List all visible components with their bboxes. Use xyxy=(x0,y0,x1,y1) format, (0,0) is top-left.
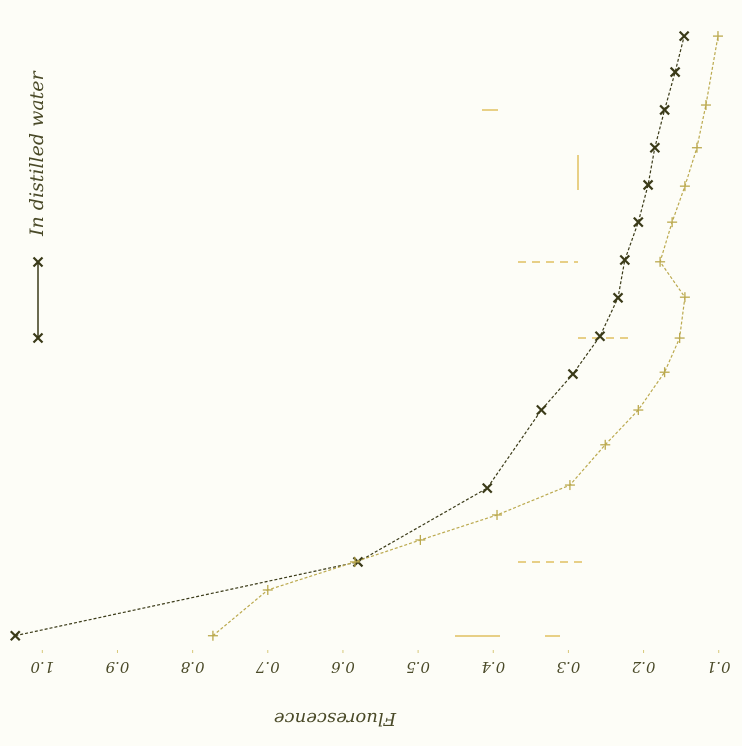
marker xyxy=(208,631,218,641)
chart: Fluorescence 1.0 0.9 0.8 0.7 0.6 0.5 0.4 0.3 0.2… xyxy=(0,0,742,746)
x-tick-label: 0.8 xyxy=(181,658,205,676)
marker xyxy=(568,370,577,379)
marker xyxy=(680,292,690,302)
marker xyxy=(713,31,723,41)
marker xyxy=(483,484,492,493)
legend-label: In distilled water xyxy=(26,69,48,237)
x-tick-label: 0.2 xyxy=(632,658,656,676)
marker xyxy=(680,181,690,191)
x-tick-label: 0.3 xyxy=(556,658,580,676)
marker xyxy=(680,32,689,41)
marker xyxy=(675,333,685,343)
x-tick-label: 0.5 xyxy=(406,658,430,676)
marker xyxy=(634,218,643,227)
decor xyxy=(455,110,634,636)
x-tick-label: 1.0 xyxy=(30,658,54,676)
marker xyxy=(595,332,604,341)
marker xyxy=(692,143,702,153)
marker xyxy=(671,68,680,77)
marker xyxy=(614,293,623,302)
marker xyxy=(633,405,643,415)
marker xyxy=(701,100,711,110)
x-tick-label: 0.6 xyxy=(331,658,355,676)
marker xyxy=(350,557,360,567)
series-line xyxy=(15,36,684,636)
marker xyxy=(660,105,669,114)
marker xyxy=(11,631,20,640)
x-tick-label: 0.7 xyxy=(255,658,279,676)
marker xyxy=(667,217,677,227)
x-tick-label: 0.9 xyxy=(105,658,129,676)
x-tick-label: 0.1 xyxy=(707,658,731,676)
marker xyxy=(660,367,670,377)
marker xyxy=(537,406,546,415)
x-tick-label: 0.4 xyxy=(481,658,505,676)
series-line xyxy=(213,36,718,636)
x-axis-label: Fluorescence xyxy=(274,708,397,729)
marker xyxy=(655,257,665,267)
marker xyxy=(492,510,502,520)
marker xyxy=(650,143,659,152)
marker xyxy=(415,535,425,545)
